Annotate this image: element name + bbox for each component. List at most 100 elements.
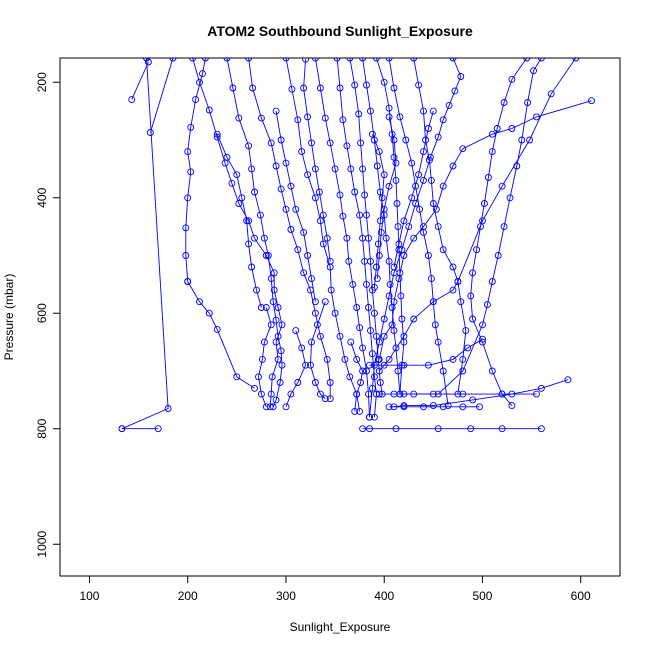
- data-point: [439, 182, 447, 190]
- data-point: [415, 171, 423, 179]
- series-line: [376, 116, 397, 279]
- data-point: [429, 298, 437, 306]
- data-point: [347, 338, 355, 346]
- data-point: [372, 263, 380, 271]
- data-point: [415, 81, 423, 89]
- data-point: [508, 75, 516, 83]
- data-point: [282, 205, 290, 213]
- data-point: [390, 263, 398, 271]
- data-point: [321, 114, 329, 122]
- data-point: [410, 390, 418, 398]
- data-point: [378, 194, 386, 202]
- series-line: [121, 58, 169, 430]
- series-layer: [118, 58, 595, 433]
- data-point: [530, 67, 537, 75]
- series-line: [216, 134, 262, 308]
- data-point: [146, 129, 154, 136]
- data-point: [363, 280, 370, 288]
- series-21: [375, 97, 595, 363]
- data-point: [420, 148, 427, 156]
- data-point: [488, 130, 496, 138]
- data-point: [380, 361, 388, 369]
- data-point: [388, 321, 396, 329]
- data-point: [372, 332, 380, 340]
- series-line: [149, 58, 174, 133]
- data-point: [564, 376, 572, 384]
- series-line: [362, 58, 401, 395]
- data-point: [144, 58, 152, 66]
- y-tick-label: 1000: [35, 531, 49, 558]
- data-point: [274, 304, 282, 311]
- data-point: [343, 142, 351, 150]
- data-point: [251, 188, 258, 196]
- data-point: [304, 113, 312, 121]
- data-point: [444, 402, 452, 410]
- data-point: [345, 257, 353, 265]
- data-point: [169, 58, 177, 62]
- series-line: [248, 58, 331, 399]
- data-point: [395, 240, 403, 248]
- data-point: [311, 194, 319, 202]
- series-line: [393, 379, 569, 408]
- series-32: [213, 130, 265, 311]
- data-point: [385, 403, 393, 411]
- data-point: [416, 205, 424, 213]
- data-point: [382, 234, 390, 242]
- series-line: [470, 58, 528, 406]
- data-point: [380, 332, 388, 340]
- data-point: [390, 390, 398, 398]
- series-line: [413, 58, 467, 395]
- series-line: [314, 58, 370, 418]
- data-point: [524, 99, 532, 106]
- data-point: [449, 286, 457, 294]
- data-point: [359, 165, 367, 173]
- data-point: [351, 407, 359, 415]
- data-point: [449, 162, 457, 170]
- data-point: [498, 425, 506, 433]
- data-point: [353, 304, 361, 311]
- x-axis-label: Sunlight_Exposure: [290, 620, 391, 634]
- data-point: [400, 361, 408, 369]
- data-point: [316, 332, 324, 340]
- data-point: [426, 153, 434, 161]
- data-point: [262, 403, 270, 411]
- data-point: [429, 200, 437, 207]
- data-point: [412, 200, 420, 207]
- data-point: [245, 217, 253, 225]
- data-point: [370, 283, 378, 291]
- data-point: [410, 315, 418, 323]
- data-point: [533, 113, 540, 121]
- series-29: [255, 304, 275, 411]
- data-point: [321, 298, 329, 306]
- data-point: [537, 425, 545, 433]
- data-point: [233, 373, 241, 381]
- data-point: [356, 211, 364, 219]
- data-point: [479, 321, 486, 329]
- series-9: [245, 58, 334, 403]
- data-point: [356, 324, 364, 332]
- data-point: [311, 379, 319, 386]
- data-point: [424, 361, 432, 369]
- series-5: [182, 58, 209, 285]
- data-point: [385, 355, 393, 363]
- data-point: [385, 182, 393, 190]
- data-point: [479, 217, 486, 225]
- data-point: [269, 298, 277, 306]
- data-point: [287, 226, 295, 233]
- data-point: [368, 130, 376, 138]
- data-point: [473, 246, 481, 254]
- data-point: [339, 212, 347, 220]
- series-line: [258, 307, 272, 407]
- series-line: [378, 100, 592, 360]
- data-point: [243, 217, 251, 225]
- data-point: [118, 425, 126, 433]
- series-line: [403, 58, 542, 395]
- data-point: [229, 84, 237, 92]
- data-point: [187, 168, 195, 176]
- data-point: [304, 252, 312, 259]
- data-point: [523, 58, 531, 62]
- data-point: [363, 367, 370, 375]
- x-axis: 100 200 300 400 500 600: [79, 576, 591, 603]
- data-point: [393, 200, 401, 207]
- data-point: [429, 107, 437, 115]
